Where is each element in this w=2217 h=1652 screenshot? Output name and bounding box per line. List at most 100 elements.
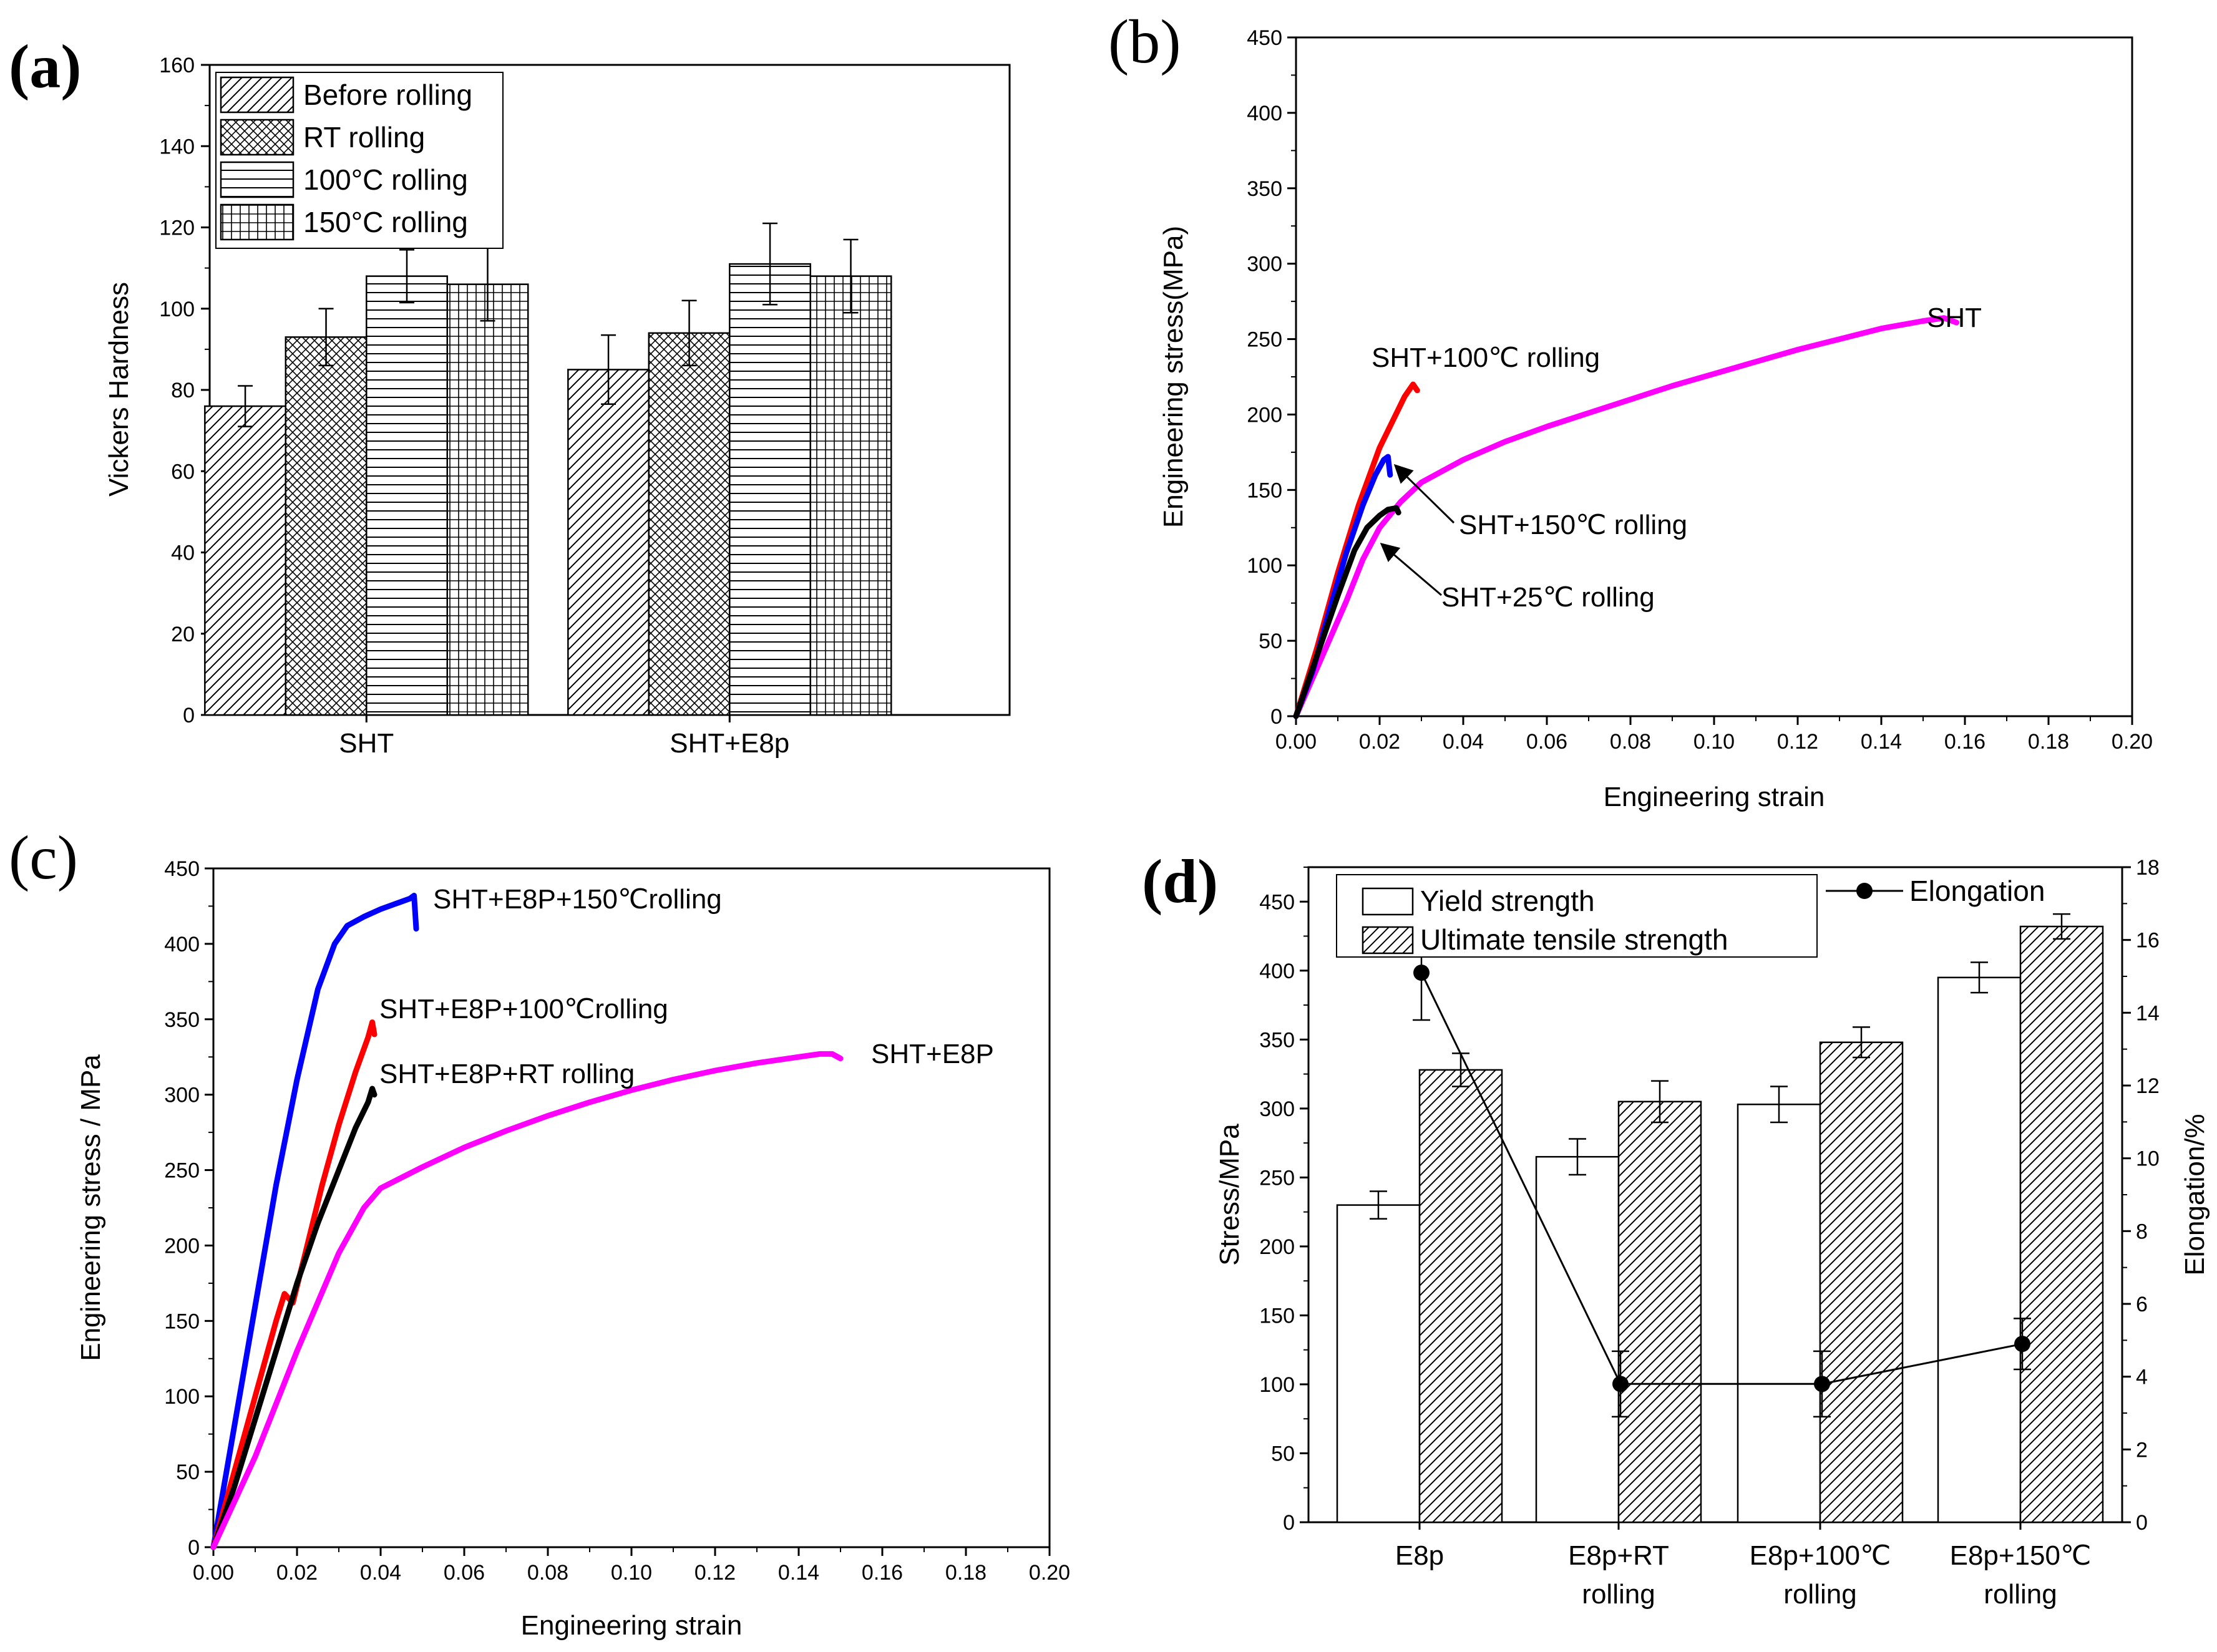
panel-d-legend: Yield strength Ultimate tensile strength E… — [1336, 874, 2045, 958]
panel-d-x-axis: E8p E8p+RT rolling E8p+100℃ rolling E8p+150℃ r… — [1395, 1522, 2091, 1610]
panel-b-label-100c: SHT+100℃ rolling — [1372, 343, 1600, 373]
panel-d-axes: 0 50 100 150 200 250 300 350 400 450 0 2 4 6 8 10 12 14 16… — [1259, 856, 2160, 1535]
panel-d-bar-chart: 0 50 100 150 200 250 300 350 400 450 0 2 4 6 8 10 12 14 16… — [1214, 856, 2210, 1610]
panel-a-bar — [285, 336, 368, 716]
panel-c-xtick-label: 0.04 — [360, 1561, 401, 1585]
panel-d-ylabel: Stress/MPa — [1214, 1124, 1245, 1266]
panel-c-label-e8p: SHT+E8P — [871, 1039, 994, 1069]
panel-b-ytick-label: 50 — [1259, 629, 1282, 653]
panel-b-xtick-label: 0.14 — [1861, 730, 1902, 754]
panel-b-xtick-label: 0.00 — [1275, 730, 1317, 754]
panel-d-ytick-right-label: 18 — [2136, 856, 2160, 880]
panel-a-legend: Before rolling RT rolling 100°C rolling 150… — [215, 72, 504, 249]
panel-b-xtick-label: 0.04 — [1443, 730, 1484, 754]
panel-d-ytick-label: 450 — [1259, 890, 1295, 914]
panel-label-c: (c) — [9, 823, 78, 892]
panel-d-ytick-right-label: 12 — [2136, 1074, 2160, 1098]
panel-label-a: (a) — [9, 32, 82, 101]
panel-d-legend-label: Ultimate tensile strength — [1420, 923, 1728, 956]
panel-d-elongation-point — [1612, 1376, 1629, 1392]
panel-b-ytick-label: 350 — [1247, 177, 1282, 201]
panel-c-xtick-label: 0.06 — [444, 1561, 485, 1585]
panel-d-xtick-label: E8p+100℃ — [1750, 1540, 1891, 1571]
panel-d-legend-label: Yield strength — [1420, 885, 1595, 917]
panel-a-bars — [204, 222, 892, 716]
panel-d-ytick-label: 350 — [1259, 1028, 1295, 1052]
panel-a-x-axis: SHT SHT+E8p — [339, 715, 789, 759]
panel-d-legend-swatch — [1362, 926, 1414, 955]
panel-b-label-sht: SHT — [1927, 303, 1982, 333]
panel-c-label-100c: SHT+E8P+100℃rolling — [379, 994, 668, 1024]
panel-c-ytick-label: 0 — [188, 1536, 200, 1560]
panel-c-ytick-label: 250 — [164, 1159, 200, 1183]
panel-b-arrow-25c — [1380, 543, 1442, 596]
panel-b-xlabel: Engineering strain — [1604, 782, 1825, 812]
panel-c-series — [210, 893, 844, 1550]
panel-d-ytick-right-label: 6 — [2136, 1293, 2148, 1316]
panel-c-series-line — [210, 1051, 844, 1550]
panel-a-legend-swatch — [220, 76, 295, 114]
panel-a-bar — [567, 369, 650, 716]
panel-c-frame — [212, 867, 1051, 1548]
panel-c-ytick-label: 150 — [164, 1309, 200, 1333]
panel-d-ytick-label: 150 — [1259, 1304, 1295, 1328]
panel-c-line-chart: 0 50 100 150 200 250 300 350 400 450 0.00 0.02 0.04 0… — [76, 857, 1070, 1641]
panel-d-bar — [1737, 1103, 1821, 1523]
panel-d-bar — [1336, 1204, 1421, 1523]
panel-b-ylabel: Engineering stress(MPa) — [1158, 226, 1189, 528]
panel-b-ytick-label: 150 — [1247, 479, 1282, 502]
panel-d-xtick-label: E8p+RT — [1568, 1540, 1669, 1571]
panel-b-xtick-label: 0.06 — [1526, 730, 1567, 754]
panel-d-ytick-label: 50 — [1271, 1442, 1295, 1465]
panel-b-xtick-label: 0.02 — [1359, 730, 1400, 754]
panel-d-legend-elongation-label: Elongation — [1909, 875, 2045, 907]
panel-d-legend-box — [1336, 874, 1818, 958]
panel-b-ytick-label: 200 — [1247, 403, 1282, 427]
panel-d-elongation-point — [2014, 1336, 2030, 1353]
panel-c-ytick-label: 200 — [164, 1234, 200, 1258]
panel-c-xtick-label: 0.12 — [694, 1561, 736, 1585]
panel-b-ytick-label: 300 — [1247, 253, 1282, 276]
panel-a-bar — [809, 275, 892, 716]
panel-b-label-150c: SHT+150℃ rolling — [1459, 510, 1687, 540]
panel-c-series-line — [210, 1086, 378, 1550]
panel-b-label-25c: SHT+25℃ rolling — [1441, 582, 1655, 613]
panel-d-legend-swatch — [1362, 887, 1414, 916]
panel-d-ytick-right-label: 14 — [2136, 1001, 2160, 1025]
panel-d-bar — [1418, 1069, 1503, 1523]
panel-d-ytick-label: 100 — [1259, 1373, 1295, 1397]
panel-d-xtick-label: rolling — [1984, 1579, 2057, 1610]
panel-a-ylabel: Vickers Hardness — [104, 282, 134, 497]
panel-c-ytick-label: 400 — [164, 933, 200, 956]
panel-a-bar — [648, 332, 731, 716]
panel-d-elongation-point — [1814, 1376, 1830, 1392]
panel-c-xtick-label: 0.16 — [862, 1561, 903, 1585]
panel-c-xtick-label: 0.00 — [193, 1561, 234, 1585]
panel-a-ytick-label: 0 — [183, 704, 195, 727]
panel-c-axes: 0 50 100 150 200 250 300 350 400 450 0.00 0.02 0.04 0… — [164, 857, 1070, 1585]
panel-a-ytick-label: 100 — [159, 298, 195, 321]
panel-a-ytick-label: 160 — [159, 54, 195, 77]
panel-b-xtick-label: 0.18 — [2028, 730, 2069, 754]
panel-d-bar — [1617, 1101, 1702, 1523]
panel-a-ytick-label: 140 — [159, 135, 195, 158]
panel-b-xtick-label: 0.10 — [1693, 730, 1735, 754]
panel-c-xtick-label: 0.02 — [276, 1561, 318, 1585]
panel-d-ytick-label: 250 — [1259, 1166, 1295, 1190]
panel-b-arrow-150c — [1393, 464, 1455, 524]
panel-d-bar — [1819, 1041, 1904, 1523]
panel-b-ytick-label: 100 — [1247, 554, 1282, 578]
panel-d-ytick-label: 200 — [1259, 1235, 1295, 1259]
panel-label-b: (b) — [1108, 7, 1181, 76]
panel-d-bar — [1937, 976, 2022, 1523]
panel-d-elongation-point — [1413, 964, 1430, 981]
panel-d-xtick-label: E8p — [1395, 1540, 1444, 1571]
panel-a-legend-label: 150°C rolling — [303, 206, 468, 238]
panel-d-ytick-right-label: 4 — [2136, 1366, 2148, 1389]
panel-d-bars — [1336, 913, 2104, 1523]
panel-a-ytick-label: 80 — [171, 379, 195, 402]
panel-d-ytick-right-label: 0 — [2136, 1511, 2148, 1535]
panel-d-ytick-right-label: 16 — [2136, 929, 2160, 953]
panel-c-label-150c: SHT+E8P+150℃rolling — [433, 884, 722, 915]
